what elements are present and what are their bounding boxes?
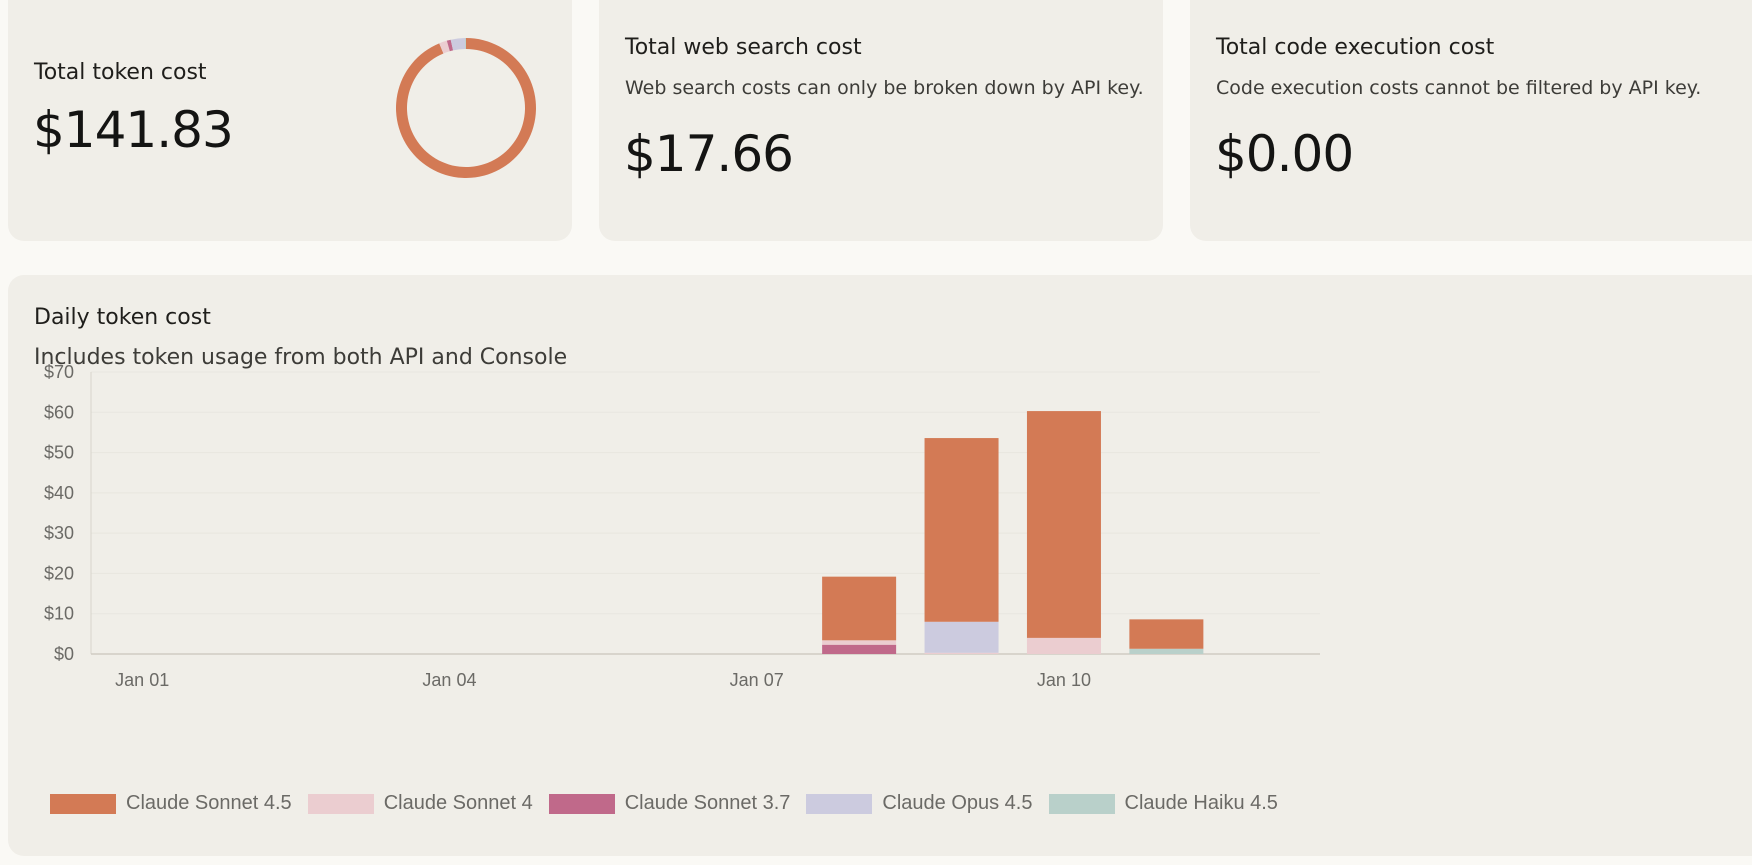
daily-token-cost-title: Daily token cost [34, 305, 211, 330]
bar-jan-09-claude-sonnet-4[interactable] [924, 652, 999, 654]
donut-slice-claude-sonnet-4-5[interactable] [396, 38, 536, 178]
y-tick-label: $70 [44, 362, 74, 382]
legend-swatch [50, 793, 116, 814]
legend-label: Claude Opus 4.5 [882, 792, 1033, 814]
bar-jan-11-claude-sonnet-4-5[interactable] [1129, 619, 1204, 649]
total-web-search-cost-value: $17.66 [624, 125, 794, 183]
bar-jan-11-claude-haiku-4-5[interactable] [1129, 648, 1204, 654]
bar-jan-09-claude-opus-4-5[interactable] [924, 621, 999, 653]
token-cost-donut-chart[interactable] [386, 28, 546, 188]
legend-item-claude-opus-4-5[interactable]: Claude Opus 4.5 [806, 792, 1033, 815]
donut-slice-claude-sonnet-4[interactable] [439, 40, 450, 54]
total-code-execution-cost-card: Total code execution cost Code execution… [1190, 0, 1752, 241]
total-token-cost-value: $141.83 [33, 101, 234, 159]
legend-item-claude-sonnet-4-5[interactable]: Claude Sonnet 4.5 [50, 792, 292, 815]
legend-label: Claude Sonnet 4.5 [126, 792, 292, 814]
y-tick-label: $20 [44, 563, 74, 583]
total-code-execution-cost-title: Total code execution cost [1216, 35, 1495, 60]
daily-token-cost-card: Daily token cost Includes token usage fr… [8, 275, 1752, 856]
x-tick-label: Jan 10 [1037, 670, 1091, 690]
y-tick-label: $60 [44, 402, 74, 422]
total-token-cost-card: Total token cost $141.83 [8, 0, 572, 241]
legend-item-claude-haiku-4-5[interactable]: Claude Haiku 4.5 [1048, 792, 1278, 815]
total-web-search-cost-card: Total web search cost Web search costs c… [599, 0, 1163, 241]
donut-slice-claude-opus-4-5[interactable] [450, 38, 466, 51]
bar-jan-10-claude-sonnet-4[interactable] [1026, 637, 1101, 654]
chart-legend: Claude Sonnet 4.5 Claude Sonnet 4 Claude S… [50, 792, 1294, 815]
y-tick-label: $40 [44, 483, 74, 503]
legend-label: Claude Sonnet 3.7 [624, 792, 791, 814]
legend-label: Claude Haiku 4.5 [1124, 792, 1278, 814]
daily-token-cost-subtitle: Includes token usage from both API and C… [34, 345, 568, 370]
daily-token-cost-bar-chart[interactable]: $0 $10 $20 $30 $40 $50 $60 $70 Jan 01 Jan 04 Jan 0… [8, 275, 1348, 775]
total-code-execution-cost-value: $0.00 [1215, 125, 1354, 183]
y-tick-label: $10 [44, 604, 74, 624]
y-tick-label: $0 [54, 644, 74, 664]
legend-item-claude-sonnet-4[interactable]: Claude Sonnet 4 [307, 792, 533, 815]
legend-swatch [1048, 793, 1115, 814]
legend-swatch [548, 793, 615, 814]
x-tick-label: Jan 04 [422, 670, 476, 690]
bar-jan-08-claude-sonnet-3-7[interactable] [822, 644, 897, 654]
bar-jan-10-claude-sonnet-4-5[interactable] [1026, 411, 1101, 638]
donut-slice-claude-haiku-4-5[interactable] [465, 38, 466, 50]
bar-jan-08-claude-sonnet-4[interactable] [822, 640, 897, 645]
total-token-cost-title: Total token cost [34, 60, 207, 85]
legend-swatch [806, 793, 873, 814]
legend-swatch [307, 793, 374, 814]
y-tick-label: $30 [44, 523, 74, 543]
code-execution-cost-note: Code execution costs cannot be filtered … [1216, 77, 1702, 99]
x-tick-label: Jan 07 [730, 670, 784, 690]
web-search-cost-note: Web search costs can only be broken down… [625, 77, 1144, 99]
y-tick-label: $50 [44, 443, 74, 463]
legend-item-claude-sonnet-3-7[interactable]: Claude Sonnet 3.7 [548, 792, 791, 815]
donut-slice-claude-sonnet-3-7[interactable] [446, 39, 454, 52]
legend-label: Claude Sonnet 4 [383, 792, 533, 814]
bar-jan-08-claude-sonnet-4-5[interactable] [822, 576, 897, 641]
total-web-search-cost-title: Total web search cost [625, 35, 862, 60]
x-tick-label: Jan 01 [115, 670, 169, 690]
bar-jan-09-claude-sonnet-4-5[interactable] [924, 438, 999, 622]
